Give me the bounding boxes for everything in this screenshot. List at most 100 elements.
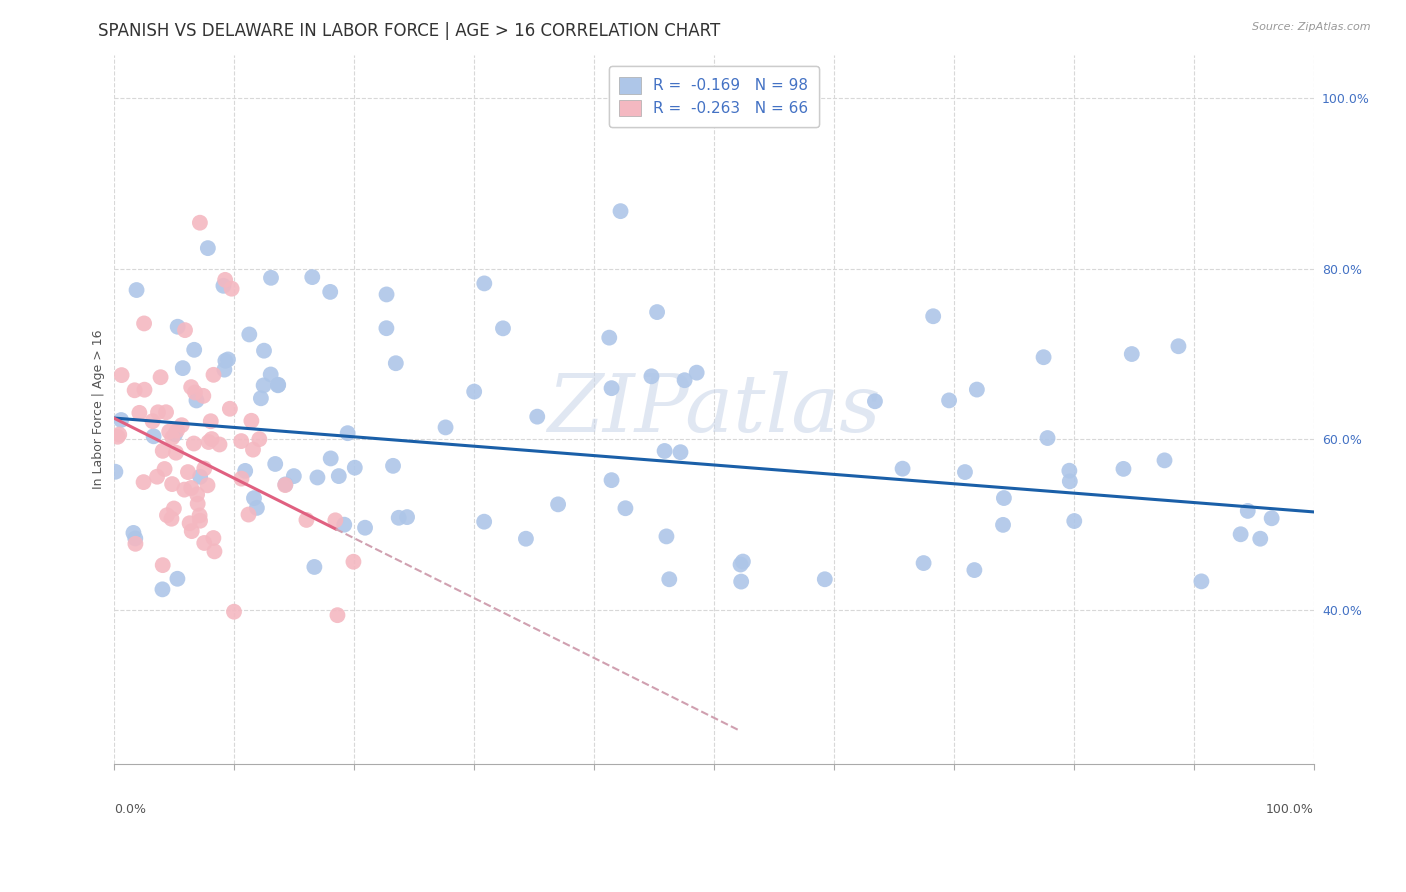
Point (343, 460, 366, 475)
Point (188, 470, 211, 484)
Point (730, 574, 752, 589)
Legend: R =  -0.169   N = 98, R =  -0.263   N = 66: R = -0.169 N = 98, R = -0.263 N = 66 (609, 66, 818, 128)
Point (912, 556, 935, 570)
Point (208, 437, 231, 451)
Point (197, 435, 219, 450)
Point (1167, 339, 1189, 353)
Point (179, 516, 201, 531)
Point (267, 378, 290, 392)
Point (162, 431, 184, 445)
Point (157, 425, 180, 439)
Point (238, 508, 260, 522)
Point (180, 481, 202, 495)
Point (243, 491, 266, 505)
Point (152, 582, 174, 597)
Point (655, 529, 678, 543)
Point (673, 373, 696, 387)
Point (231, 434, 253, 448)
Point (963, 563, 986, 577)
Point (200, 414, 222, 428)
Point (197, 241, 219, 255)
Point (922, 310, 945, 324)
Point (326, 608, 349, 623)
Point (125, 283, 148, 297)
Point (152, 558, 174, 573)
Point (274, 478, 297, 492)
Point (388, 510, 411, 524)
Point (222, 605, 245, 619)
Point (993, 491, 1015, 505)
Point (492, 321, 515, 335)
Point (274, 477, 297, 491)
Point (814, 572, 837, 586)
Point (170, 418, 193, 433)
Point (183, 343, 205, 357)
Point (669, 445, 692, 459)
Point (104, 465, 127, 479)
Point (122, 525, 145, 540)
Point (197, 478, 219, 492)
Point (1059, 464, 1081, 478)
Point (188, 216, 211, 230)
Point (319, 285, 342, 299)
Point (640, 369, 662, 384)
Point (547, 497, 569, 511)
Point (598, 331, 620, 345)
Point (124, 384, 146, 398)
Point (325, 513, 347, 527)
Point (991, 517, 1014, 532)
Point (165, 446, 187, 460)
Point (247, 432, 270, 446)
Point (160, 512, 183, 526)
Point (204, 544, 226, 558)
Point (187, 497, 209, 511)
Point (658, 572, 681, 586)
Point (166, 319, 188, 334)
Point (152, 443, 174, 458)
Point (385, 356, 408, 370)
Point (217, 352, 239, 367)
Point (267, 377, 290, 392)
Point (142, 429, 165, 443)
Point (193, 461, 215, 475)
Text: SPANISH VS DELAWARE IN LABOR FORCE | AGE > 16 CORRELATION CHART: SPANISH VS DELAWARE IN LABOR FORCE | AGE… (98, 22, 721, 40)
Point (1059, 475, 1081, 489)
Point (146, 405, 169, 419)
Point (201, 432, 224, 446)
Point (160, 477, 183, 491)
Point (645, 305, 668, 319)
Point (891, 461, 914, 475)
Point (134, 383, 156, 397)
Point (304, 560, 326, 574)
Point (188, 508, 211, 523)
Point (202, 368, 225, 382)
Point (124, 532, 146, 546)
Point (515, 532, 537, 546)
Point (1260, 511, 1282, 525)
Point (328, 469, 350, 483)
Point (107, 430, 129, 444)
Point (1249, 532, 1271, 546)
Point (132, 475, 155, 489)
Point (336, 426, 359, 441)
Point (186, 487, 208, 501)
Point (146, 469, 169, 483)
Point (342, 555, 364, 569)
Text: Source: ZipAtlas.com: Source: ZipAtlas.com (1253, 22, 1371, 32)
Point (863, 394, 886, 409)
Point (301, 270, 323, 285)
Point (246, 500, 269, 515)
Point (186, 393, 208, 408)
Point (1032, 350, 1054, 364)
Point (193, 389, 215, 403)
Point (396, 510, 419, 524)
Point (184, 385, 207, 400)
Point (1036, 431, 1059, 445)
Point (156, 508, 179, 523)
Point (375, 321, 398, 335)
Point (124, 537, 146, 551)
Point (730, 558, 752, 572)
Point (260, 368, 283, 382)
Point (110, 413, 132, 427)
Text: 0.0%: 0.0% (114, 803, 146, 816)
